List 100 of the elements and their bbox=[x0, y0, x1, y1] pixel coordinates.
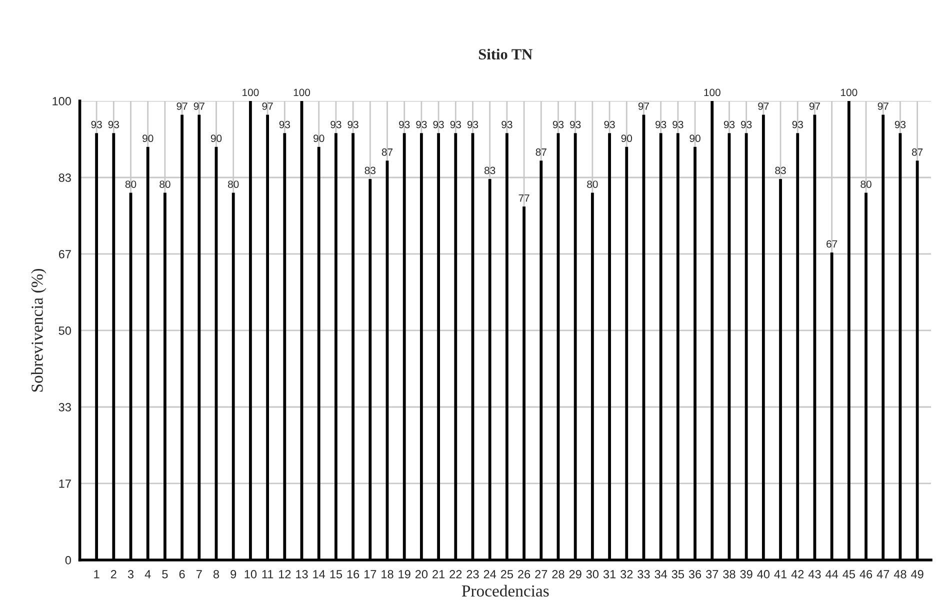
data-label: 83 bbox=[484, 166, 496, 174]
x-axis-title: Procedencias bbox=[462, 584, 549, 597]
data-label: 93 bbox=[604, 120, 615, 128]
x-tick-label: 9 bbox=[230, 570, 236, 578]
data-label: 97 bbox=[809, 102, 820, 110]
x-tick-label: 7 bbox=[196, 570, 202, 578]
x-tick-label: 35 bbox=[672, 570, 684, 578]
data-label: 97 bbox=[638, 102, 650, 110]
y-tick-label: 83 bbox=[58, 174, 71, 182]
x-tick-label: 8 bbox=[213, 570, 220, 578]
x-tick-label: 38 bbox=[723, 570, 736, 578]
x-tick-label: 34 bbox=[654, 570, 668, 578]
data-label: 93 bbox=[724, 120, 735, 128]
data-label: 97 bbox=[262, 102, 273, 110]
x-tick-label: 28 bbox=[552, 570, 564, 578]
data-label: 77 bbox=[518, 194, 530, 202]
x-tick-label: 32 bbox=[620, 570, 633, 578]
data-label: 93 bbox=[672, 120, 684, 128]
x-tick-label: 49 bbox=[911, 570, 924, 578]
data-label: 93 bbox=[416, 120, 427, 128]
y-tick-label: 17 bbox=[59, 480, 71, 488]
data-label: 97 bbox=[758, 102, 769, 110]
data-label: 93 bbox=[450, 120, 461, 128]
data-label: 93 bbox=[552, 120, 564, 128]
x-tick-label: 13 bbox=[296, 570, 308, 578]
x-tick-label: 19 bbox=[398, 570, 410, 578]
x-tick-label: 47 bbox=[876, 570, 890, 578]
data-label: 93 bbox=[91, 120, 102, 128]
x-tick-label: 40 bbox=[757, 570, 770, 578]
x-tick-label: 10 bbox=[244, 570, 257, 578]
x-tick-label: 31 bbox=[603, 570, 616, 578]
data-label: 93 bbox=[792, 120, 803, 128]
data-label: 87 bbox=[536, 148, 546, 156]
data-label: 83 bbox=[775, 166, 786, 174]
chart-title: Sitio TN bbox=[478, 48, 532, 60]
data-label: 80 bbox=[125, 180, 136, 188]
data-label: 100 bbox=[704, 88, 720, 96]
y-tick-label: 50 bbox=[58, 326, 72, 335]
x-tick-label: 41 bbox=[774, 570, 787, 578]
x-tick-label: 3 bbox=[128, 570, 134, 578]
x-tick-label: 36 bbox=[688, 570, 702, 578]
data-label: 80 bbox=[228, 180, 239, 188]
data-label: 80 bbox=[587, 180, 598, 188]
data-label: 80 bbox=[860, 180, 872, 188]
data-label: 90 bbox=[210, 134, 222, 142]
data-label: 93 bbox=[467, 120, 478, 128]
x-tick-label: 22 bbox=[450, 570, 462, 578]
x-tick-label: 15 bbox=[330, 570, 342, 578]
data-label: 90 bbox=[314, 134, 324, 142]
x-tick-label: 6 bbox=[179, 570, 185, 578]
data-label: 87 bbox=[912, 148, 923, 156]
data-label: 80 bbox=[160, 180, 170, 188]
data-label: 93 bbox=[656, 120, 666, 128]
y-axis-title: Sobrevivencia (%) bbox=[31, 268, 46, 392]
x-tick-label: 48 bbox=[894, 570, 906, 578]
data-label: 97 bbox=[878, 102, 888, 110]
x-tick-label: 12 bbox=[278, 570, 291, 578]
x-tick-label: 5 bbox=[162, 570, 168, 578]
data-label: 93 bbox=[330, 120, 342, 128]
x-tick-label: 20 bbox=[415, 570, 428, 578]
data-label: 90 bbox=[142, 134, 154, 142]
data-label: 100 bbox=[841, 88, 858, 96]
x-tick-label: 24 bbox=[484, 570, 496, 578]
x-tick-label: 11 bbox=[262, 570, 274, 578]
y-tick-label: 0 bbox=[65, 556, 72, 564]
data-label: 93 bbox=[108, 120, 119, 128]
y-tick-label: 67 bbox=[58, 250, 71, 258]
x-tick-label: 18 bbox=[382, 570, 394, 578]
x-tick-label: 45 bbox=[842, 570, 855, 578]
data-label: 67 bbox=[826, 240, 838, 248]
x-tick-label: 23 bbox=[466, 570, 479, 578]
x-tick-label: 2 bbox=[110, 570, 116, 578]
data-label: 90 bbox=[690, 134, 700, 142]
data-label: 97 bbox=[194, 102, 204, 110]
x-tick-label: 29 bbox=[569, 570, 582, 578]
data-label: 93 bbox=[348, 120, 358, 128]
data-label: 100 bbox=[294, 88, 310, 96]
x-tick-label: 16 bbox=[347, 570, 360, 578]
x-tick-label: 30 bbox=[586, 570, 599, 578]
data-label: 87 bbox=[382, 148, 393, 156]
x-tick-label: 14 bbox=[313, 570, 326, 578]
x-tick-label: 42 bbox=[791, 570, 804, 578]
x-tick-label: 44 bbox=[826, 570, 838, 578]
data-label: 93 bbox=[502, 120, 512, 128]
x-tick-label: 27 bbox=[535, 570, 548, 578]
x-tick-label: 21 bbox=[432, 570, 445, 578]
y-tick-label: 100 bbox=[52, 97, 72, 106]
x-tick-label: 37 bbox=[706, 570, 718, 578]
data-label: 93 bbox=[741, 120, 752, 128]
x-tick-label: 1 bbox=[94, 570, 100, 578]
data-label: 93 bbox=[570, 120, 581, 128]
x-tick-label: 46 bbox=[860, 570, 872, 578]
data-label: 93 bbox=[399, 120, 410, 128]
x-tick-label: 17 bbox=[364, 570, 376, 578]
y-tick-label: 33 bbox=[58, 403, 71, 412]
x-tick-label: 33 bbox=[638, 570, 650, 578]
data-label: 97 bbox=[176, 102, 188, 110]
x-tick-label: 43 bbox=[808, 570, 821, 578]
data-label: 83 bbox=[364, 166, 376, 174]
x-tick-label: 39 bbox=[740, 570, 752, 578]
